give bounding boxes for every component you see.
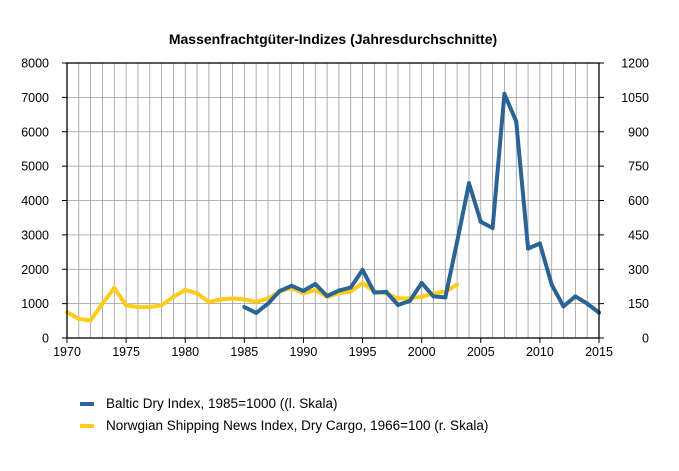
data-point-norwegian — [348, 289, 353, 294]
data-point-norwegian — [206, 299, 211, 304]
x-tick-label: 1980 — [171, 345, 199, 359]
y-right-tick-label: 1200 — [621, 57, 649, 71]
data-point-baltic — [313, 282, 318, 286]
data-point-baltic — [526, 246, 531, 251]
data-point-baltic — [336, 288, 341, 293]
y-left-tick-label: 3000 — [21, 228, 49, 242]
data-point-norwegian — [124, 303, 129, 308]
ticks-layer: 1970 1975 1980 1985 1990 1995 2000 2005 2010 2015… — [21, 57, 649, 360]
x-tick-label: 2005 — [467, 345, 495, 359]
series-line-norwegian — [65, 281, 459, 323]
x-tick-label: 1970 — [53, 345, 81, 359]
y-left-tick-label: 7000 — [21, 91, 49, 105]
data-point-baltic — [502, 91, 507, 96]
data-point-baltic — [348, 285, 353, 290]
y-left-tick-label: 5000 — [21, 160, 49, 174]
data-point-norwegian — [135, 305, 140, 310]
data-point-baltic — [325, 294, 330, 299]
y-left-tick-label: 6000 — [21, 125, 49, 139]
legend: Baltic Dry Index, 1985=1000 ((l. Skala) … — [80, 393, 488, 437]
data-point-baltic — [573, 294, 578, 299]
data-point-baltic — [443, 295, 448, 300]
data-point-baltic — [242, 305, 247, 310]
y-left-tick-label: 1000 — [21, 297, 49, 311]
data-point-baltic — [396, 303, 400, 307]
data-point-norwegian — [419, 294, 424, 299]
x-tick-label: 2000 — [408, 345, 436, 359]
data-point-norwegian — [147, 305, 152, 310]
data-point-baltic — [537, 241, 542, 246]
legend-swatch-baltic — [80, 401, 94, 406]
y-left-tick-label: 0 — [42, 332, 49, 346]
data-point-norwegian — [313, 287, 318, 292]
y-right-tick-label: 300 — [628, 263, 649, 277]
data-point-norwegian — [112, 286, 117, 290]
data-point-baltic — [455, 239, 460, 244]
y-right-tick-label: 600 — [628, 194, 649, 208]
data-point-baltic — [561, 304, 566, 309]
data-point-norwegian — [396, 296, 400, 301]
legend-label-norwegian: Norwgian Shipping News Index, Dry Cargo,… — [106, 418, 489, 433]
y-right-tick-label: 1050 — [621, 91, 649, 105]
data-point-baltic — [431, 294, 436, 299]
data-point-baltic — [384, 289, 389, 294]
y-left-tick-label: 4000 — [21, 194, 49, 208]
x-tick-label: 2015 — [585, 345, 613, 359]
data-point-norwegian — [360, 281, 365, 285]
data-point-norwegian — [183, 287, 188, 292]
data-point-baltic — [549, 282, 554, 287]
data-point-norwegian — [218, 297, 223, 302]
y-right-tick-label: 900 — [628, 125, 649, 139]
data-point-norwegian — [88, 318, 93, 323]
data-point-baltic — [419, 281, 424, 285]
data-point-baltic — [467, 181, 471, 186]
data-point-norwegian — [159, 303, 164, 308]
legend-item-norwegian: Norwgian Shipping News Index, Dry Cargo,… — [80, 415, 488, 436]
data-point-baltic — [514, 119, 519, 124]
chart-title: Massenfrachtgüter-Indizes (Jahresdurchsc… — [169, 31, 497, 47]
x-tick-label: 2010 — [526, 345, 554, 359]
data-point-baltic — [289, 283, 294, 288]
data-point-baltic — [277, 288, 282, 293]
data-point-norwegian — [195, 291, 199, 296]
data-point-baltic — [254, 310, 259, 315]
data-point-norwegian — [100, 301, 105, 306]
x-tick-label: 1990 — [290, 345, 318, 359]
legend-swatch-norwegian — [80, 423, 94, 428]
data-point-baltic — [478, 219, 483, 224]
data-point-norwegian — [76, 317, 81, 321]
data-point-baltic — [407, 298, 412, 303]
legend-item-baltic: Baltic Dry Index, 1985=1000 ((l. Skala) — [80, 393, 488, 414]
data-point-norwegian — [254, 299, 259, 304]
x-tick-label: 1995 — [349, 345, 377, 359]
y-left-tick-label: 8000 — [21, 57, 49, 71]
legend-label-baltic: Baltic Dry Index, 1985=1000 ((l. Skala) — [106, 396, 338, 411]
data-point-baltic — [266, 301, 270, 306]
y-right-tick-label: 150 — [628, 297, 649, 311]
data-point-norwegian — [455, 282, 460, 287]
y-right-tick-label: 450 — [628, 228, 649, 242]
data-point-norwegian — [171, 294, 176, 299]
data-point-norwegian — [230, 296, 235, 301]
data-point-baltic — [490, 226, 495, 230]
y-right-tick-label: 750 — [628, 160, 649, 174]
y-right-tick-label: 0 — [642, 332, 649, 346]
data-point-baltic — [585, 301, 590, 306]
series-layer — [65, 91, 601, 323]
data-point-baltic — [372, 290, 377, 295]
data-point-norwegian — [242, 297, 247, 302]
x-tick-label: 1985 — [230, 345, 258, 359]
data-point-baltic — [360, 267, 365, 272]
x-tick-label: 1975 — [112, 345, 140, 359]
data-point-baltic — [301, 288, 306, 293]
y-left-tick-label: 2000 — [21, 263, 49, 277]
